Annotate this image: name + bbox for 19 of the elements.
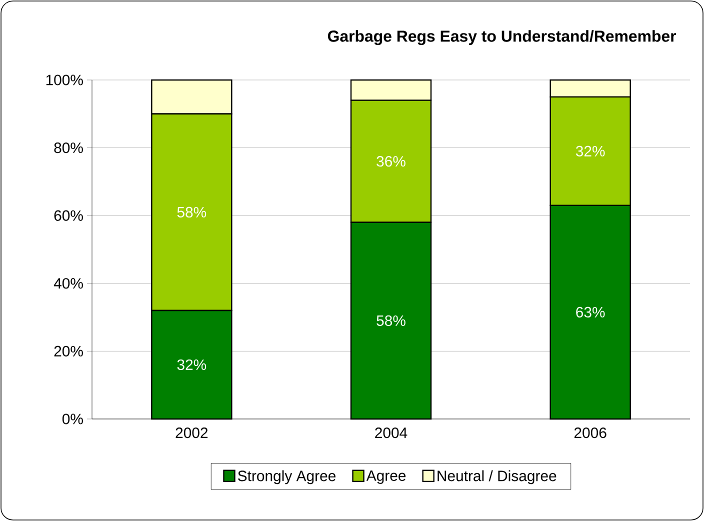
y-tick-label: 40% (54, 278, 83, 289)
y-tick-label: 0% (62, 414, 83, 424)
legend-label: Strongly Agree (238, 470, 336, 484)
data-label: 63% (576, 306, 605, 318)
y-tick-label: 60% (54, 210, 83, 221)
chart-title: Garbage Regs Easy to Understand/Remember (328, 30, 676, 46)
data-label: 36% (376, 156, 406, 167)
y-tick-label: 80% (54, 142, 83, 154)
x-tick-label: 2006 (574, 428, 606, 438)
data-label: 58% (376, 315, 406, 326)
legend-label: Neutral / Disagree (438, 470, 556, 484)
legend-label: Agree (366, 470, 406, 484)
y-tick-label: 20% (54, 346, 83, 356)
data-label: 32% (177, 359, 206, 370)
x-tick-label: 2002 (176, 428, 208, 438)
y-tick-label: 100% (46, 74, 83, 86)
data-label: 32% (576, 146, 605, 156)
x-tick-label: 2004 (375, 428, 408, 438)
data-label: 58% (177, 206, 206, 218)
